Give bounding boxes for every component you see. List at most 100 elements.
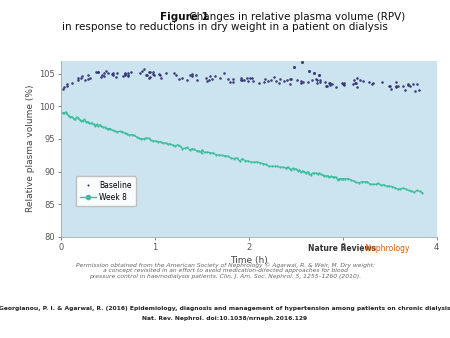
- Text: Georgianou, P. I. & Agarwal, R. (2016) Epidemiology, diagnosis and management of: Georgianou, P. I. & Agarwal, R. (2016) E…: [0, 306, 450, 311]
- Point: [404, 82, 411, 88]
- Point: [238, 75, 245, 80]
- Point: [121, 70, 128, 75]
- Text: Nature Reviews: Nature Reviews: [308, 244, 376, 253]
- Point: [277, 76, 284, 81]
- Point: [265, 78, 272, 83]
- Point: [256, 80, 263, 85]
- Point: [351, 77, 358, 83]
- Point: [171, 71, 178, 76]
- Point: [287, 81, 294, 87]
- Point: [387, 86, 395, 91]
- Point: [338, 80, 346, 85]
- Point: [314, 77, 321, 82]
- Point: [151, 72, 158, 77]
- Point: [193, 73, 200, 78]
- Point: [246, 76, 253, 81]
- Point: [297, 81, 305, 86]
- Point: [183, 77, 190, 82]
- Point: [298, 59, 306, 65]
- Point: [405, 81, 412, 87]
- Point: [141, 66, 148, 71]
- Point: [176, 76, 183, 81]
- Point: [261, 79, 268, 84]
- Point: [317, 79, 324, 85]
- Point: [188, 72, 195, 77]
- Point: [63, 81, 70, 87]
- Point: [158, 76, 165, 81]
- Point: [394, 83, 401, 89]
- Legend: Baseline, Week 8: Baseline, Week 8: [76, 176, 136, 207]
- Point: [415, 87, 422, 93]
- Point: [104, 70, 112, 75]
- Point: [145, 75, 153, 81]
- Point: [324, 83, 331, 89]
- Point: [98, 72, 105, 78]
- Point: [356, 77, 363, 82]
- Point: [208, 76, 216, 81]
- Point: [75, 77, 82, 83]
- Point: [226, 80, 233, 85]
- Point: [350, 82, 357, 87]
- Point: [290, 65, 297, 70]
- Point: [113, 70, 120, 76]
- Point: [341, 80, 348, 86]
- Point: [216, 75, 223, 80]
- Point: [409, 81, 416, 87]
- Point: [316, 78, 324, 83]
- Point: [392, 79, 400, 84]
- Point: [386, 83, 393, 89]
- Point: [288, 76, 295, 81]
- Point: [293, 77, 300, 82]
- Point: [206, 74, 213, 79]
- Point: [328, 81, 336, 87]
- Point: [276, 80, 283, 86]
- Text: | Nephrology: | Nephrology: [358, 244, 409, 253]
- Point: [321, 80, 328, 85]
- Point: [354, 76, 361, 81]
- Point: [414, 81, 421, 87]
- Point: [238, 77, 245, 82]
- Point: [411, 88, 418, 94]
- Point: [297, 79, 305, 84]
- Point: [229, 77, 236, 82]
- Point: [240, 77, 248, 83]
- Point: [225, 76, 232, 82]
- Point: [94, 70, 102, 75]
- Point: [220, 70, 228, 75]
- Point: [359, 78, 366, 83]
- Point: [386, 83, 393, 88]
- Text: Permission obtained from the American Society of Nephrology © Agarwal, R. & Weir: Permission obtained from the American So…: [76, 262, 374, 279]
- Point: [139, 69, 146, 74]
- Point: [108, 72, 115, 77]
- Point: [187, 73, 194, 78]
- Point: [205, 77, 212, 83]
- Point: [149, 70, 157, 75]
- Point: [249, 75, 256, 80]
- Point: [202, 75, 209, 80]
- Point: [156, 71, 163, 76]
- Point: [193, 77, 200, 82]
- Point: [84, 76, 91, 81]
- Point: [352, 81, 359, 86]
- Point: [124, 73, 131, 79]
- Point: [401, 88, 409, 93]
- Point: [59, 87, 67, 92]
- Point: [369, 80, 377, 86]
- Point: [189, 74, 196, 79]
- Point: [75, 76, 82, 81]
- Point: [125, 72, 132, 78]
- Point: [315, 72, 323, 78]
- Text: Changes in relative plasma volume (RPV): Changes in relative plasma volume (RPV): [186, 12, 405, 22]
- Point: [147, 69, 154, 75]
- Point: [366, 79, 373, 85]
- Point: [250, 78, 257, 84]
- Point: [314, 80, 321, 85]
- Point: [262, 76, 269, 82]
- Point: [147, 74, 154, 79]
- Point: [78, 76, 85, 81]
- Point: [353, 84, 360, 89]
- Point: [149, 71, 157, 76]
- Point: [327, 80, 334, 86]
- Point: [339, 82, 346, 87]
- Point: [78, 74, 86, 79]
